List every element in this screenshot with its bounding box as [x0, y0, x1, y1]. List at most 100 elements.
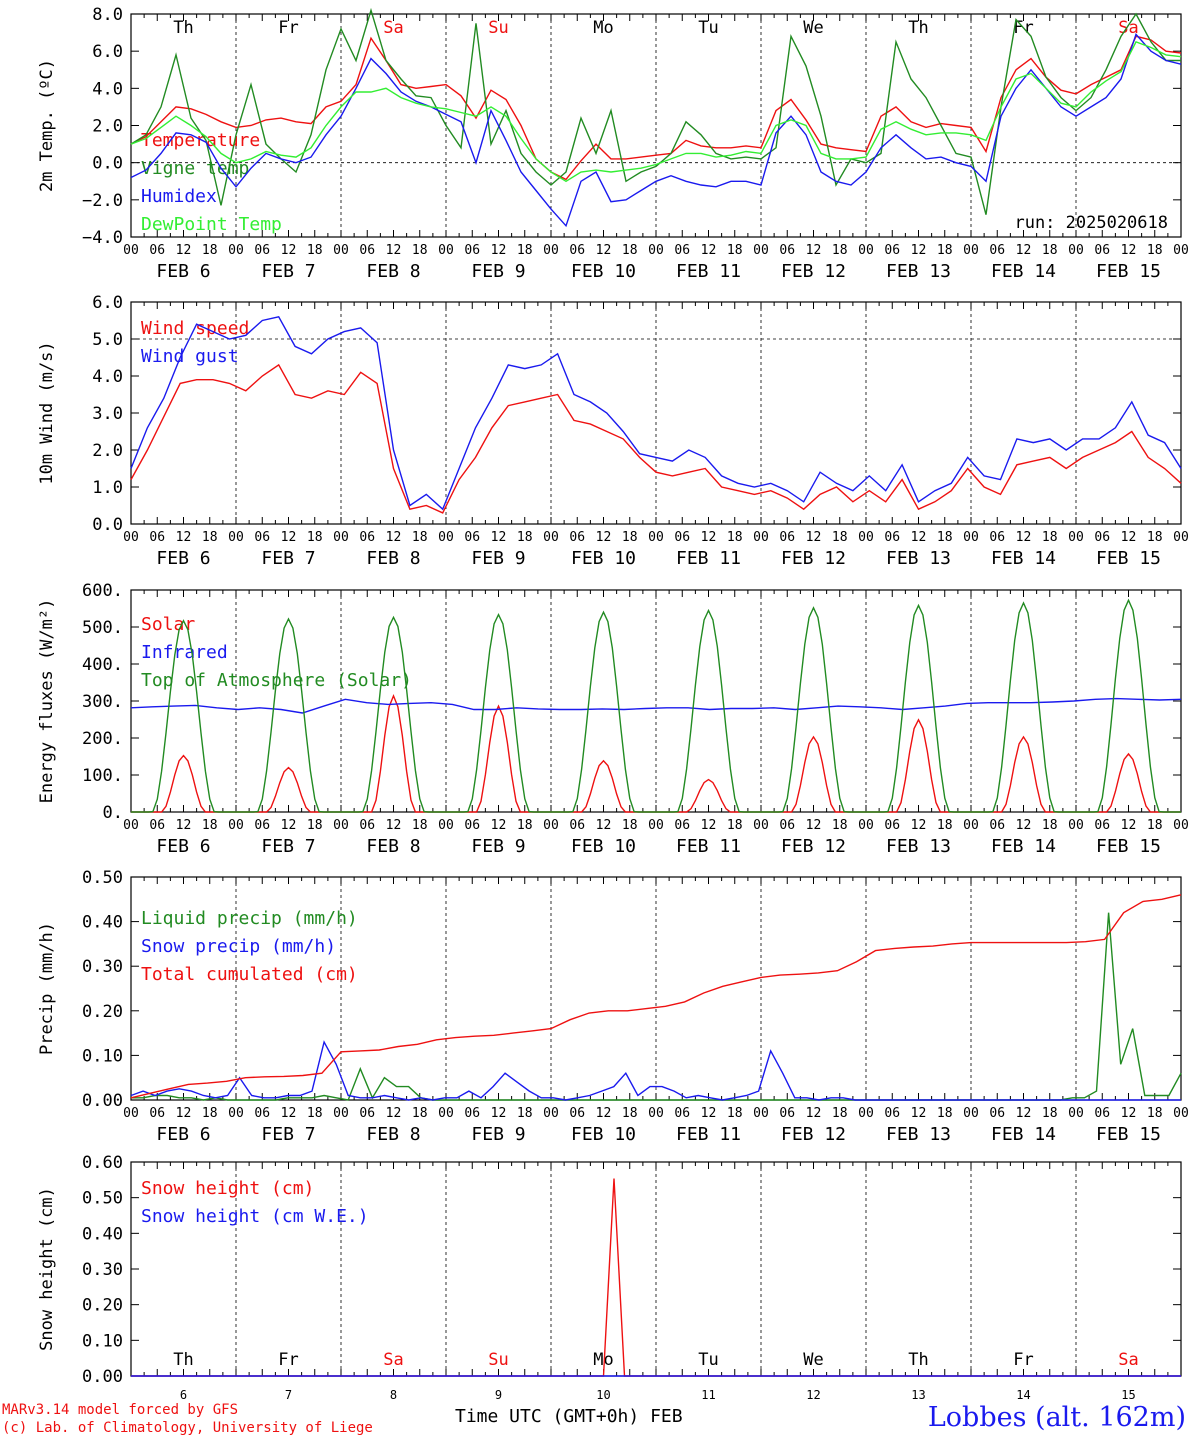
hour-tick-label: 00 [963, 1106, 979, 1121]
hour-tick-label: 18 [937, 243, 953, 258]
y-tick-label: 100. [82, 766, 123, 786]
y-axis-title: Snow height (cm) [37, 1187, 57, 1351]
date-label: FEB 11 [676, 548, 741, 569]
date-label: FEB 8 [366, 548, 420, 569]
day-number-label: 7 [285, 1388, 292, 1402]
date-label: FEB 6 [156, 548, 210, 569]
hour-tick-label: 06 [569, 530, 585, 545]
legend-entry: Humidex [141, 186, 217, 207]
hour-tick-label: 12 [176, 1106, 192, 1121]
series-line-red [130, 35, 1182, 181]
footer-model-credit: MARv3.14 model forced by GFS (c) Lab. of… [2, 1401, 373, 1437]
hour-tick-label: 12 [491, 243, 507, 258]
y-tick-label: 4.0 [92, 79, 123, 99]
hour-tick-label: 18 [517, 243, 533, 258]
hour-tick-label: 00 [543, 530, 559, 545]
y-tick-label: 0.00 [82, 1367, 123, 1387]
hour-tick-label: 06 [674, 243, 690, 258]
hour-tick-label: 18 [832, 243, 848, 258]
y-tick-label: −2.0 [82, 191, 123, 211]
weekday-label: Th [908, 18, 928, 38]
hour-tick-label: 00 [1068, 243, 1084, 258]
hour-tick-label: 00 [333, 818, 349, 833]
hour-tick-label: 18 [307, 1106, 323, 1121]
weekday-label: Th [908, 1350, 928, 1370]
hour-tick-label: 18 [307, 818, 323, 833]
date-label: FEB 10 [571, 836, 636, 857]
date-label: FEB 15 [1096, 836, 1161, 857]
hour-tick-label: 18 [1042, 1106, 1058, 1121]
hour-tick-label: 18 [202, 1106, 218, 1121]
hour-tick-label: 00 [858, 530, 874, 545]
hour-tick-label: 06 [989, 243, 1005, 258]
y-tick-label: 2.0 [92, 117, 123, 137]
hour-tick-label: 18 [1042, 530, 1058, 545]
hour-tick-label: 18 [412, 530, 428, 545]
hour-tick-label: 00 [228, 1106, 244, 1121]
legend-entry: Snow height (cm) [141, 1178, 314, 1199]
y-tick-label: 1.0 [92, 478, 123, 498]
hour-tick-label: 06 [989, 530, 1005, 545]
hour-tick-label: 12 [701, 243, 717, 258]
hour-tick-label: 12 [1016, 818, 1032, 833]
hour-tick-label: 00 [963, 818, 979, 833]
hour-tick-label: 18 [202, 530, 218, 545]
legend-entry: Top of Atmosphere (Solar) [141, 670, 412, 691]
y-tick-label: 0.60 [82, 1153, 123, 1173]
weekday-label: We [803, 18, 823, 38]
y-tick-label: 0.40 [82, 1224, 123, 1244]
hour-tick-label: 06 [149, 530, 165, 545]
hour-tick-label: 12 [281, 243, 297, 258]
hour-tick-label: 12 [491, 530, 507, 545]
legend-entry: Wind gust [141, 346, 239, 367]
hour-tick-label: 12 [1121, 243, 1137, 258]
y-tick-label: 0.30 [82, 957, 123, 977]
hour-tick-label: 00 [333, 243, 349, 258]
date-label: FEB 13 [886, 836, 951, 857]
hour-tick-label: 18 [1042, 818, 1058, 833]
hour-tick-label: 18 [307, 530, 323, 545]
hour-tick-label: 12 [281, 818, 297, 833]
date-label: FEB 12 [781, 548, 846, 569]
hour-tick-label: 06 [254, 818, 270, 833]
date-label: FEB 14 [991, 1124, 1056, 1145]
station-label: Lobbes (alt. 162m) [927, 1402, 1186, 1433]
day-number-label: 6 [180, 1388, 187, 1402]
weekday-label: Th [173, 18, 193, 38]
hour-tick-label: 06 [254, 243, 270, 258]
hour-tick-label: 00 [228, 818, 244, 833]
y-tick-label: −4.0 [82, 228, 123, 248]
hour-tick-label: 12 [596, 1106, 612, 1121]
hour-tick-label: 12 [386, 243, 402, 258]
y-tick-label: 0.10 [82, 1046, 123, 1066]
y-tick-label: 0. [103, 803, 123, 823]
hour-tick-label: 00 [228, 530, 244, 545]
date-label: FEB 9 [471, 261, 525, 282]
credit-line: (c) Lab. of Climatology, University of L… [2, 1420, 373, 1436]
hour-tick-label: 00 [123, 243, 139, 258]
hour-tick-label: 18 [832, 1106, 848, 1121]
weekday-label: Tu [698, 18, 718, 38]
hour-tick-label: 18 [1042, 243, 1058, 258]
hour-tick-label: 12 [701, 530, 717, 545]
y-tick-label: 2.0 [92, 441, 123, 461]
hour-tick-label: 06 [149, 243, 165, 258]
hour-tick-label: 12 [1121, 1106, 1137, 1121]
hour-tick-label: 12 [806, 1106, 822, 1121]
date-label: FEB 13 [886, 548, 951, 569]
date-label: FEB 15 [1096, 261, 1161, 282]
y-tick-label: 0.10 [82, 1331, 123, 1351]
date-label: FEB 7 [261, 548, 315, 569]
hour-tick-label: 06 [464, 1106, 480, 1121]
hour-tick-label: 12 [176, 243, 192, 258]
weekday-label: Th [173, 1350, 193, 1370]
hour-tick-label: 06 [464, 243, 480, 258]
date-label: FEB 7 [261, 836, 315, 857]
hour-tick-label: 00 [1173, 1106, 1189, 1121]
hour-tick-label: 18 [622, 818, 638, 833]
hour-tick-label: 06 [1094, 243, 1110, 258]
y-tick-label: 200. [82, 729, 123, 749]
date-label: FEB 6 [156, 836, 210, 857]
weekday-label: Fr [278, 1350, 298, 1370]
